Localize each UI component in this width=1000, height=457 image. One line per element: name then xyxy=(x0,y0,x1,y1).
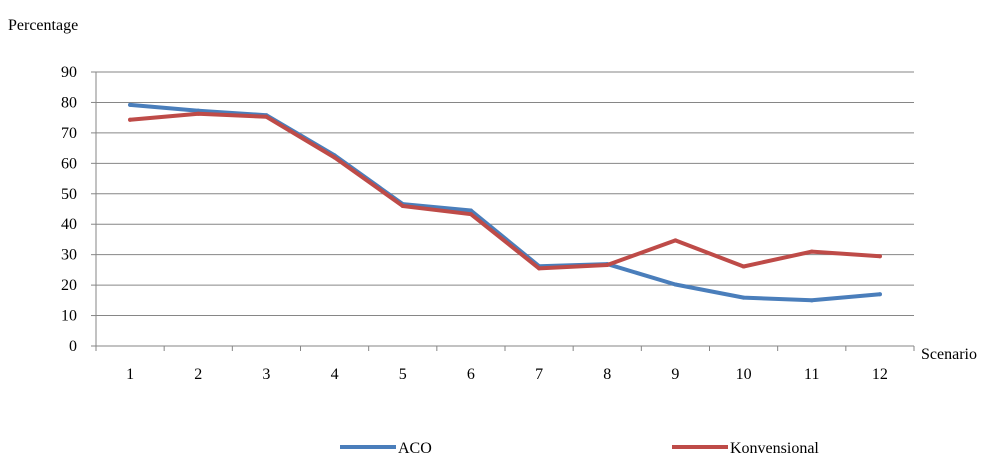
data-point-konvensional xyxy=(605,263,610,268)
data-point-konvensional xyxy=(877,254,882,259)
y-tick-labels: 0 10 20 30 40 50 60 70 80 90 xyxy=(61,64,96,355)
y-tick-label: 10 xyxy=(61,308,77,325)
x-tick-label: 2 xyxy=(194,366,202,383)
x-tick-label: 5 xyxy=(399,366,407,383)
y-tick-label: 80 xyxy=(61,94,77,111)
data-point-aco xyxy=(468,208,473,213)
series-line-konvensional xyxy=(128,111,882,271)
data-point-aco xyxy=(196,108,201,113)
y-tick-label: 20 xyxy=(61,277,77,294)
y-tick-label: 90 xyxy=(61,64,77,81)
data-point-konvensional xyxy=(809,249,814,254)
series-line-aco xyxy=(128,102,882,303)
x-tick-label: 1 xyxy=(126,366,134,383)
series-lines xyxy=(128,102,882,303)
data-point-konvensional xyxy=(468,212,473,217)
gridlines xyxy=(96,71,914,317)
data-point-aco xyxy=(128,102,133,107)
data-point-aco xyxy=(809,298,814,303)
x-tick-label: 12 xyxy=(872,366,888,383)
data-point-konvensional xyxy=(196,111,201,116)
x-tick-label: 6 xyxy=(467,366,475,383)
x-axis-label: Scenario xyxy=(921,346,977,363)
y-tick-label: 40 xyxy=(61,216,77,233)
data-point-aco xyxy=(673,282,678,287)
data-point-aco xyxy=(877,292,882,297)
data-point-konvensional xyxy=(741,264,746,269)
x-tick-label: 4 xyxy=(331,366,339,383)
data-point-konvensional xyxy=(673,238,678,243)
legend: ACO Konvensional xyxy=(340,440,819,457)
x-tick-label: 11 xyxy=(804,366,819,383)
y-tick-label: 0 xyxy=(69,338,77,355)
y-axis-label: Percentage xyxy=(8,17,78,34)
x-tick-label: 3 xyxy=(262,366,270,383)
data-point-konvensional xyxy=(400,203,405,208)
data-point-konvensional xyxy=(537,266,542,271)
x-tick-label: 8 xyxy=(603,366,611,383)
y-tick-label: 30 xyxy=(61,247,77,264)
x-tick-label: 10 xyxy=(736,366,752,383)
data-point-aco xyxy=(741,295,746,300)
data-point-konvensional xyxy=(264,114,269,119)
y-tick-label: 60 xyxy=(61,155,77,172)
y-tick-label: 70 xyxy=(61,125,77,142)
y-tick-label: 50 xyxy=(61,186,77,203)
x-tick-label: 9 xyxy=(671,366,679,383)
x-tick-labels: 1 2 3 4 5 6 7 8 9 10 11 12 xyxy=(95,346,915,383)
legend-label-konvensional: Konvensional xyxy=(730,440,819,457)
data-point-konvensional xyxy=(128,117,133,122)
legend-label-aco: ACO xyxy=(398,440,432,457)
data-point-konvensional xyxy=(332,155,337,160)
x-tick-label: 7 xyxy=(535,366,543,383)
